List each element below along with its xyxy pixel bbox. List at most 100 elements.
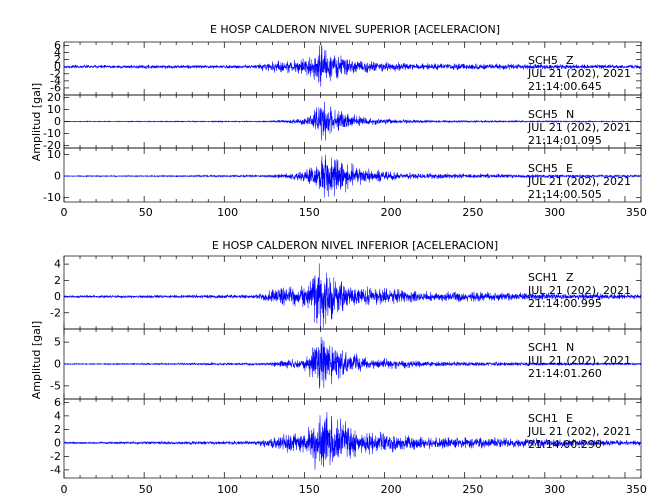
- y-tick-label: 0: [54, 115, 61, 128]
- y-tick-label: -4: [50, 74, 61, 87]
- x-axis-tick-labels: 0 50 100 150 200 250 300 350: [61, 483, 647, 496]
- y-tick-label: -4: [50, 463, 61, 476]
- y-tick-label: 0: [54, 60, 61, 73]
- component-label: N: [566, 108, 574, 121]
- trace-panel: 20 10 0 -10 -20 SCH5 N JUL 21 (202), 202…: [43, 91, 642, 152]
- x-tick-label: 50: [139, 483, 153, 496]
- x-axis-tick-labels: 0 50 100 150 200 250 300 350: [61, 206, 647, 219]
- time-label: 21:14:00.290: [528, 438, 602, 451]
- waveform-line: [63, 101, 642, 141]
- component-label: Z: [566, 54, 574, 67]
- y-tick-label: 20: [47, 91, 61, 104]
- y-axis-tick-labels: 6 4 2 0 -2 -4: [50, 396, 61, 477]
- y-axis-tick-labels: 6 4 2 0 -2 -4 -6: [50, 39, 61, 94]
- waveform-line: [63, 154, 642, 198]
- waveform-line: [63, 411, 642, 470]
- station-label: SCH1: [528, 412, 558, 425]
- waveform-line: [63, 336, 642, 389]
- x-tick-label: 250: [462, 206, 483, 219]
- y-tick-label: 2: [54, 274, 61, 287]
- time-label: 21:14:00.505: [528, 188, 602, 201]
- y-axis-tick-labels: 4 2 0 -2: [50, 258, 61, 320]
- y-tick-label: 0: [54, 358, 61, 371]
- x-tick-label: 300: [544, 206, 565, 219]
- y-tick-label: 0: [54, 436, 61, 449]
- x-tick-label: 150: [299, 206, 320, 219]
- y-axis-tick-labels: 5 0 -5: [50, 336, 61, 393]
- trace-panel: 6 4 2 0 -2 -4 -6 SCH5 Z JUL 21 (202), 20…: [50, 39, 642, 96]
- trace-panel: 6 4 2 0 -2 -4 SCH1 E JUL 21 (202), 2021 …: [50, 396, 642, 479]
- x-tick-label: 200: [381, 483, 402, 496]
- y-axis-ticks: [63, 399, 642, 478]
- trace-annotation: SCH5 Z JUL 21 (202), 2021 21:14:00.645: [527, 54, 631, 93]
- y-tick-label: -20: [43, 139, 61, 152]
- date-label: JUL 21 (202), 2021: [527, 354, 631, 367]
- date-label: JUL 21 (202), 2021: [527, 284, 631, 297]
- y-tick-label: -6: [50, 81, 61, 94]
- x-tick-label: 50: [139, 206, 153, 219]
- trace-annotation: SCH5 N JUL 21 (202), 2021 21:14:01.095: [527, 108, 631, 147]
- time-label: 21:14:01.095: [528, 134, 602, 147]
- date-label: JUL 21 (202), 2021: [527, 425, 631, 438]
- trace-annotation: SCH1 N JUL 21 (202), 2021 21:14:01.260: [527, 341, 631, 380]
- waveform-line: [63, 263, 642, 329]
- x-tick-label: 350: [626, 483, 647, 496]
- y-tick-label: 2: [54, 53, 61, 66]
- trace-annotation: SCH1 E JUL 21 (202), 2021 21:14:00.290: [527, 412, 631, 451]
- y-tick-label: 10: [47, 103, 61, 116]
- x-tick-label: 0: [61, 483, 68, 496]
- time-label: 21:14:00.645: [528, 80, 602, 93]
- time-label: 21:14:00.995: [528, 297, 602, 310]
- x-tick-label: 350: [626, 206, 647, 219]
- station-label: SCH5: [528, 54, 558, 67]
- y-axis-tick-labels: 10 0 -10: [43, 148, 61, 204]
- date-label: JUL 21 (202), 2021: [527, 67, 631, 80]
- component-label: E: [566, 412, 573, 425]
- trace-panel: 10 0 -10 SCH5 E JUL 21 (202), 2021 21:14…: [43, 147, 642, 204]
- y-axis-label: Amplitud [gal]: [30, 321, 43, 399]
- y-tick-label: 10: [47, 148, 61, 161]
- y-tick-label: -10: [43, 127, 61, 140]
- chart-upper-level: E HOSP CALDERON NIVEL SUPERIOR [ACELERAC…: [30, 23, 647, 219]
- y-tick-label: 0: [54, 290, 61, 303]
- chart-title: E HOSP CALDERON NIVEL SUPERIOR [ACELERAC…: [210, 23, 500, 36]
- station-label: SCH5: [528, 108, 558, 121]
- x-tick-label: 100: [217, 206, 238, 219]
- component-label: E: [566, 162, 573, 175]
- x-tick-label: 0: [61, 206, 68, 219]
- component-label: Z: [566, 271, 574, 284]
- y-axis-label: Amplitud [gal]: [30, 83, 43, 161]
- date-label: JUL 21 (202), 2021: [527, 121, 631, 134]
- date-label: JUL 21 (202), 2021: [527, 175, 631, 188]
- y-tick-label: 4: [54, 258, 61, 271]
- trace-annotation: SCH1 Z JUL 21 (202), 2021 21:14:00.995: [527, 271, 631, 310]
- time-label: 21:14:01.260: [528, 367, 602, 380]
- y-tick-label: 4: [54, 46, 61, 59]
- y-tick-label: -2: [50, 306, 61, 319]
- y-tick-label: 6: [54, 396, 61, 409]
- chart-lower-level: E HOSP CALDERON NIVEL INFERIOR [ACELERAC…: [30, 239, 647, 496]
- station-label: SCH1: [528, 271, 558, 284]
- y-tick-label: -2: [50, 450, 61, 463]
- x-tick-label: 250: [462, 483, 483, 496]
- y-tick-label: 2: [54, 423, 61, 436]
- y-axis-ticks: [63, 42, 642, 95]
- x-tick-label: 200: [381, 206, 402, 219]
- y-tick-label: 4: [54, 409, 61, 422]
- y-tick-label: 0: [54, 170, 61, 183]
- station-label: SCH1: [528, 341, 558, 354]
- y-axis-ticks: [63, 148, 642, 202]
- y-tick-label: 5: [54, 336, 61, 349]
- y-tick-label: -2: [50, 67, 61, 80]
- waveform-line: [63, 44, 642, 87]
- x-tick-label: 300: [544, 483, 565, 496]
- y-tick-label: -5: [50, 379, 61, 392]
- y-tick-label: -10: [43, 191, 61, 204]
- x-tick-label: 100: [217, 483, 238, 496]
- y-tick-label: 6: [54, 39, 61, 52]
- y-axis-ticks: [63, 256, 642, 329]
- chart-title: E HOSP CALDERON NIVEL INFERIOR [ACELERAC…: [212, 239, 498, 252]
- x-tick-label: 150: [299, 483, 320, 496]
